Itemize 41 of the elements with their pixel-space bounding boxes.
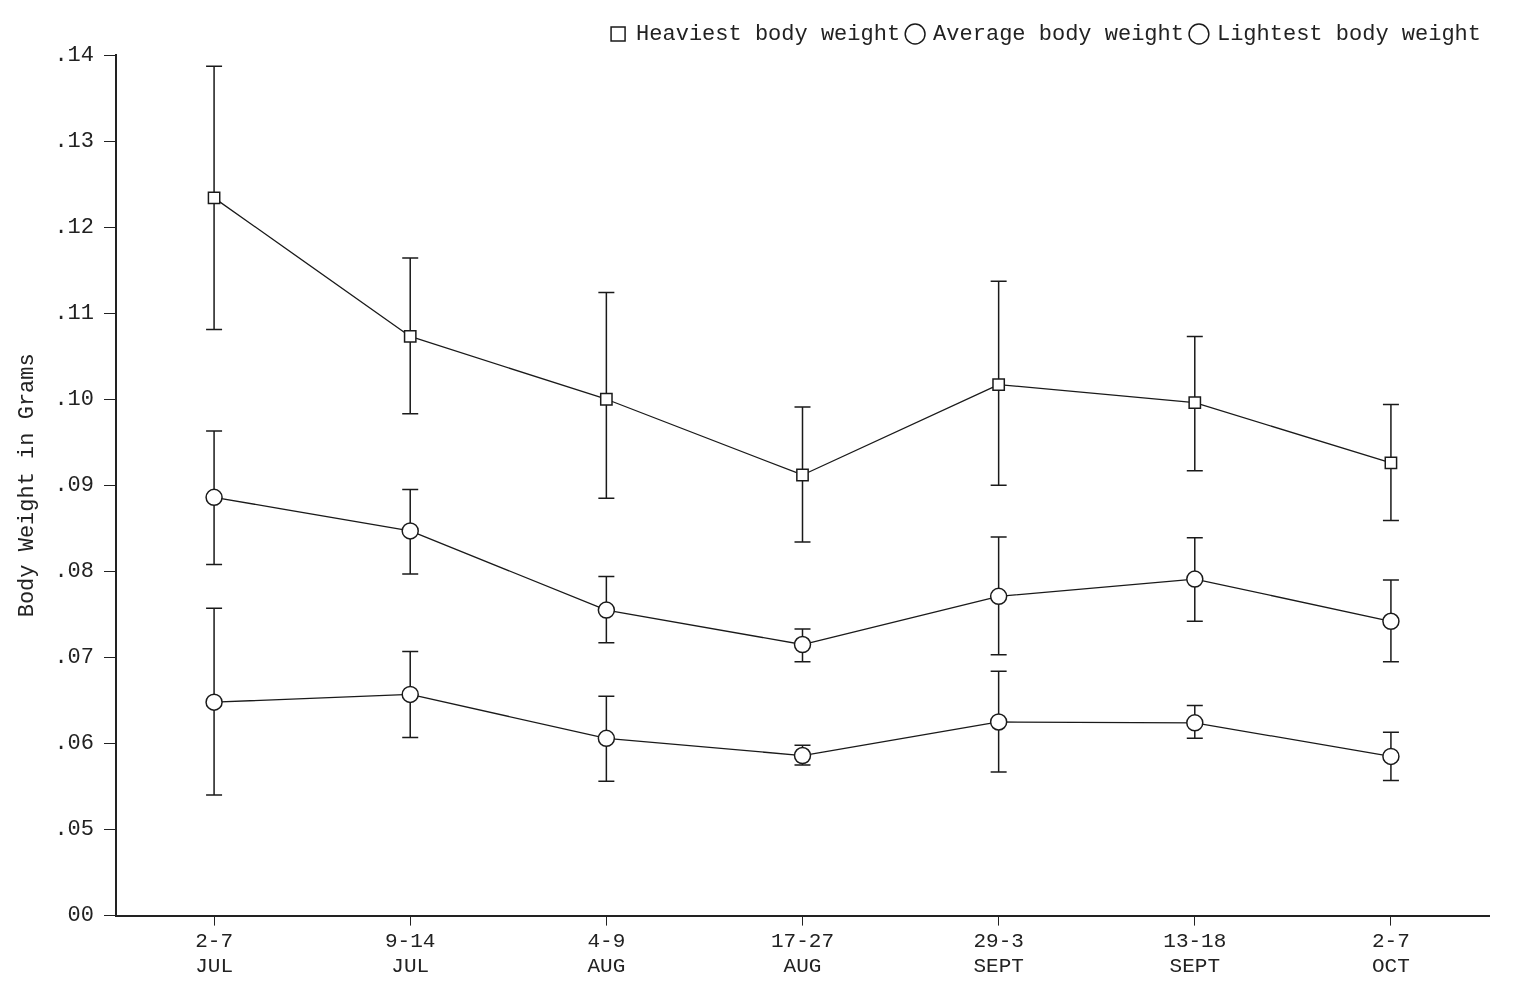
point bbox=[1188, 396, 1202, 410]
point bbox=[796, 468, 809, 482]
y-tick-label: .05 bbox=[54, 817, 95, 843]
legend-label: Lightest body weight bbox=[1216, 21, 1481, 47]
point bbox=[599, 392, 613, 406]
y-tick-label: .08 bbox=[54, 559, 95, 585]
y-tick-label: .13 bbox=[54, 128, 95, 154]
x-tick-label: 29-3 SEPT bbox=[973, 929, 1024, 978]
point bbox=[401, 522, 419, 540]
point bbox=[597, 729, 616, 748]
legend-label: Heaviest body weight bbox=[636, 21, 901, 47]
point bbox=[989, 713, 1008, 731]
y-tick-label: .06 bbox=[54, 731, 95, 757]
point bbox=[1382, 747, 1400, 766]
y-axis-title: Body Weight in Grams bbox=[15, 353, 41, 618]
x-tick-label: 9-14 JUL bbox=[385, 929, 436, 978]
point bbox=[207, 191, 221, 205]
point bbox=[1186, 570, 1204, 588]
point bbox=[401, 685, 419, 704]
y-tick-label: .07 bbox=[54, 645, 95, 671]
x-tick-label: 13-18 SEPT bbox=[1163, 929, 1227, 978]
legend-label: Average body weight bbox=[933, 21, 1184, 47]
point bbox=[597, 601, 616, 619]
x-tick-label: 2-7 JUL bbox=[195, 929, 233, 978]
y-tick-label: .10 bbox=[54, 387, 95, 413]
point bbox=[403, 330, 417, 343]
y-tick-label: 00 bbox=[67, 903, 95, 929]
x-tick-label: 2-7 OCT bbox=[1372, 929, 1410, 978]
y-tick-label: .11 bbox=[54, 301, 95, 327]
y-tick-label: .14 bbox=[54, 42, 95, 68]
y-tick-label: .09 bbox=[54, 473, 95, 499]
point bbox=[793, 635, 812, 654]
x-tick-label: 4-9 AUG bbox=[587, 929, 626, 978]
y-tick-label: .12 bbox=[54, 214, 95, 240]
point bbox=[205, 693, 223, 711]
point bbox=[1186, 714, 1204, 732]
point bbox=[205, 488, 223, 507]
point bbox=[992, 378, 1006, 392]
point bbox=[989, 587, 1008, 606]
point bbox=[1382, 612, 1400, 631]
x-tick-label: 17-27 AUG bbox=[771, 929, 835, 978]
